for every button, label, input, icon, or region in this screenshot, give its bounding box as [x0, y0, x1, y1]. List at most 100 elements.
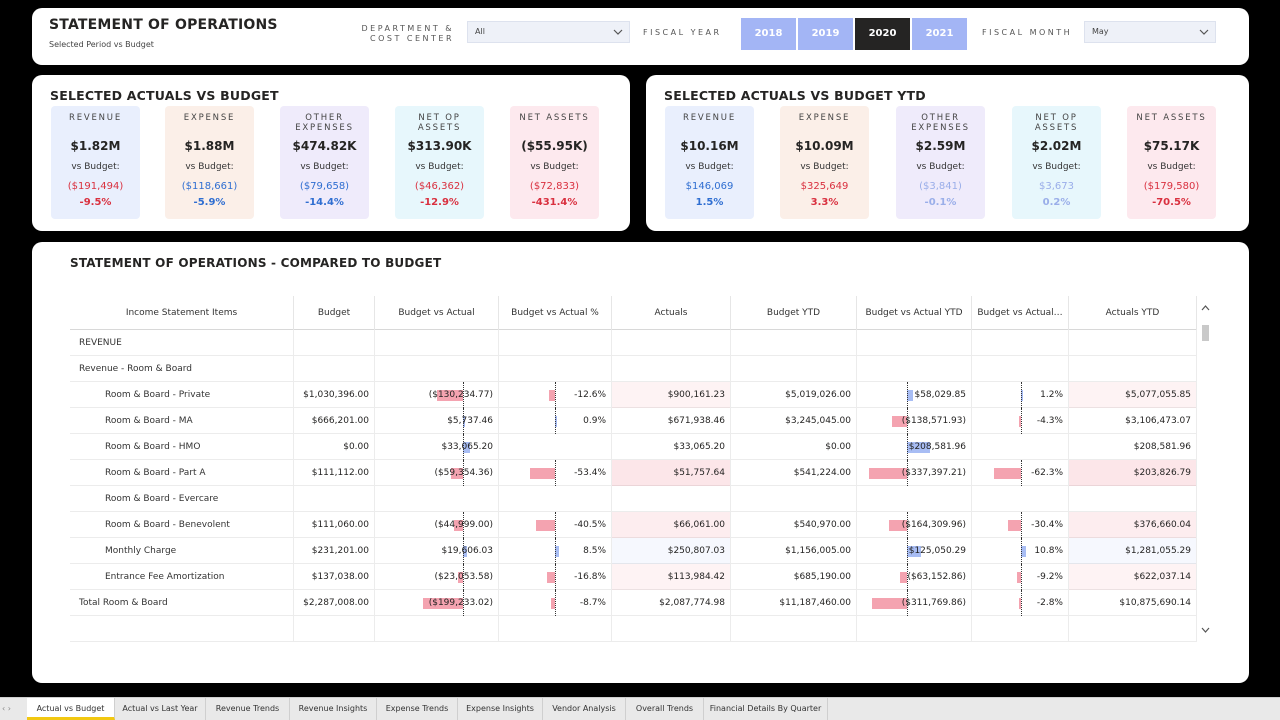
- kpi-variance-pct: -5.9%: [193, 197, 226, 208]
- tab-nav-arrows-icon[interactable]: ‹ ›: [2, 704, 11, 713]
- fiscal-month-dropdown[interactable]: May: [1084, 21, 1216, 43]
- tab-actual-vs-last-year[interactable]: Actual vs Last Year: [115, 698, 206, 720]
- variance-bar: [550, 598, 555, 609]
- table-cell: [612, 616, 731, 642]
- kpi-value: ($55.95K): [521, 139, 588, 153]
- cell-text: $541,224.00: [793, 468, 851, 478]
- kpi-card-net-assets: NET ASSETS $75.17K vs Budget: ($179,580) -70…: [1127, 106, 1216, 219]
- cell-shading: [1069, 564, 1197, 590]
- table-row[interactable]: Room & Board - Benevolent $111,060.00 ($44…: [70, 512, 1197, 538]
- table-cell: ($311,769.86): [857, 590, 972, 616]
- tab-revenue-insights[interactable]: Revenue Insights: [290, 698, 377, 720]
- table-row[interactable]: Room & Board - Private $1,030,396.00 ($130…: [70, 382, 1197, 408]
- kpi-variance: ($46,362): [414, 181, 465, 192]
- cell-text: $3,245,045.00: [785, 416, 851, 426]
- kpi-label: NET ASSETS: [519, 113, 590, 123]
- year-button-2018[interactable]: 2018: [741, 18, 796, 50]
- column-header[interactable]: Budget vs Actual YTD: [857, 296, 972, 330]
- variance-bar: [530, 468, 555, 479]
- table-cell: $0.00: [294, 434, 375, 460]
- table-row[interactable]: Room & Board - HMO $0.00 $33,065.20 $33,065…: [70, 434, 1197, 460]
- header-card: STATEMENT OF OPERATIONS Selected Period …: [32, 8, 1249, 65]
- column-header[interactable]: Actuals: [612, 296, 731, 330]
- bar-axis: [555, 564, 556, 590]
- row-label: Room & Board - Private: [70, 382, 294, 408]
- kpi-variance: $3,673: [1039, 181, 1074, 192]
- year-button-2019[interactable]: 2019: [798, 18, 853, 50]
- tab-vendor-analysis[interactable]: Vendor Analysis: [543, 698, 626, 720]
- bar-axis: [907, 382, 908, 408]
- cell-text: $0.00: [343, 442, 369, 452]
- table-cell: $3,245,045.00: [731, 408, 857, 434]
- chevron-up-icon[interactable]: [1201, 304, 1210, 312]
- table-row[interactable]: [70, 616, 1197, 642]
- cell-text: $111,060.00: [311, 520, 369, 530]
- bar-axis: [1021, 382, 1022, 408]
- cell-text: $540,970.00: [793, 520, 851, 530]
- cell-shading: [1069, 382, 1197, 408]
- table-cell: $111,112.00: [294, 460, 375, 486]
- table-cell: [499, 356, 612, 382]
- matrix-header-row: Income Statement Items Budget Budget vs Ac…: [70, 296, 1197, 330]
- column-header[interactable]: Income Statement Items: [70, 296, 294, 330]
- column-header[interactable]: Budget YTD: [731, 296, 857, 330]
- year-button-2020[interactable]: 2020: [855, 18, 910, 50]
- table-cell: $2,287,008.00: [294, 590, 375, 616]
- scrollbar-thumb[interactable]: [1202, 325, 1209, 341]
- bar-axis: [1021, 590, 1022, 616]
- table-cell: [294, 356, 375, 382]
- table-cell: [499, 486, 612, 512]
- table-cell: $5,019,026.00: [731, 382, 857, 408]
- tab-overall-trends[interactable]: Overall Trends: [626, 698, 704, 720]
- column-header[interactable]: Actuals YTD: [1069, 296, 1197, 330]
- table-row[interactable]: REVENUE: [70, 330, 1197, 356]
- table-row[interactable]: Total Room & Board $2,287,008.00 ($199,233…: [70, 590, 1197, 616]
- cell-text: ($311,769.86): [901, 598, 966, 608]
- kpi-variance-pct: -431.4%: [531, 197, 578, 208]
- column-header[interactable]: Budget: [294, 296, 375, 330]
- tab-actual-vs-budget[interactable]: Actual vs Budget: [27, 698, 115, 720]
- bar-axis: [907, 434, 908, 460]
- table-row[interactable]: Monthly Charge $231,201.00 $19,606.03 8.5% $…: [70, 538, 1197, 564]
- cell-text: 10.8%: [1034, 546, 1063, 556]
- kpi-label: OTHER EXPENSES: [911, 113, 970, 133]
- department-dropdown[interactable]: All: [467, 21, 630, 43]
- cell-text: ($138,571.93): [901, 416, 966, 426]
- bar-axis: [1021, 564, 1022, 590]
- table-row[interactable]: Room & Board - Evercare: [70, 486, 1197, 512]
- column-header[interactable]: Budget vs Actual %: [499, 296, 612, 330]
- cell-text: $2,287,008.00: [303, 598, 369, 608]
- table-cell: ($138,571.93): [857, 408, 972, 434]
- bar-axis: [463, 564, 464, 590]
- tab-revenue-trends[interactable]: Revenue Trends: [206, 698, 290, 720]
- variance-bar: [1021, 546, 1026, 557]
- table-cell: [972, 434, 1069, 460]
- table-row[interactable]: Entrance Fee Amortization $137,038.00 ($23…: [70, 564, 1197, 590]
- bar-axis: [555, 408, 556, 434]
- tab-expense-insights[interactable]: Expense Insights: [458, 698, 543, 720]
- table-cell: $250,807.03: [612, 538, 731, 564]
- table-cell: $376,660.04: [1069, 512, 1197, 538]
- table-row[interactable]: Room & Board - Part A $111,112.00 ($59,354…: [70, 460, 1197, 486]
- cell-shading: [1069, 538, 1197, 564]
- tab-expense-trends[interactable]: Expense Trends: [377, 698, 458, 720]
- column-header[interactable]: Budget vs Actual: [375, 296, 499, 330]
- chevron-down-icon[interactable]: [1201, 626, 1210, 634]
- cell-text: $10,875,690.14: [1119, 598, 1191, 608]
- chevron-down-icon: [1199, 29, 1209, 35]
- variance-bar: [555, 546, 559, 557]
- table-row[interactable]: Room & Board - MA $666,201.00 $5,737.46 0.9…: [70, 408, 1197, 434]
- tab-financial-details-by-quarter[interactable]: Financial Details By Quarter: [704, 698, 828, 720]
- cell-shading: [612, 538, 731, 564]
- table-cell: [612, 486, 731, 512]
- kpi-variance: $325,649: [800, 181, 849, 192]
- bar-axis: [907, 590, 908, 616]
- bar-axis: [463, 460, 464, 486]
- bar-axis: [1021, 538, 1022, 564]
- vertical-scrollbar[interactable]: [1201, 298, 1210, 638]
- column-header[interactable]: Budget vs Actual…: [972, 296, 1069, 330]
- variance-bar: [1017, 572, 1021, 583]
- cell-text: ($23,053.58): [434, 572, 493, 582]
- table-row[interactable]: Revenue - Room & Board: [70, 356, 1197, 382]
- year-button-2021[interactable]: 2021: [912, 18, 967, 50]
